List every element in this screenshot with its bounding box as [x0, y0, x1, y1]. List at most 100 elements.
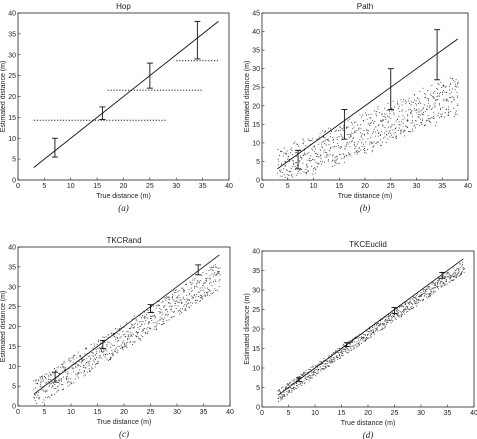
data-point — [336, 355, 338, 357]
data-point — [201, 297, 202, 298]
data-point — [361, 141, 363, 143]
data-point — [420, 295, 422, 297]
data-point — [445, 85, 447, 87]
data-point — [81, 359, 83, 361]
data-point — [427, 98, 429, 100]
data-point — [69, 381, 71, 383]
data-point — [355, 344, 357, 346]
data-point — [151, 310, 153, 312]
data-point — [148, 89, 150, 91]
data-point — [89, 371, 91, 373]
data-point — [439, 282, 441, 284]
data-point — [106, 354, 108, 356]
data-point — [317, 364, 319, 366]
data-point — [159, 305, 160, 306]
data-point — [284, 395, 286, 397]
data-point — [408, 303, 410, 305]
data-point — [338, 354, 340, 355]
data-point — [68, 359, 70, 361]
data-point — [400, 121, 402, 123]
data-point — [437, 88, 439, 90]
data-point — [103, 119, 105, 121]
data-point — [354, 130, 356, 132]
data-point — [391, 110, 393, 112]
data-point — [289, 382, 291, 384]
data-point — [171, 89, 173, 91]
data-point — [420, 295, 421, 297]
data-point — [65, 379, 67, 381]
data-point — [353, 346, 354, 348]
data-point — [309, 160, 311, 162]
data-point — [358, 339, 360, 341]
data-point — [46, 397, 48, 399]
data-point — [162, 319, 164, 321]
data-point — [139, 315, 141, 317]
data-point — [343, 344, 345, 346]
data-point — [391, 318, 393, 320]
data-point — [198, 291, 200, 293]
data-point — [415, 120, 417, 122]
data-point — [308, 379, 310, 381]
data-point — [95, 363, 97, 365]
data-point — [393, 112, 395, 114]
data-point — [440, 115, 442, 117]
data-point — [389, 112, 391, 114]
data-point — [320, 161, 321, 163]
data-point — [33, 397, 35, 399]
data-point — [419, 91, 421, 92]
data-point — [340, 158, 342, 160]
data-point — [428, 100, 429, 102]
data-point — [433, 117, 435, 119]
data-point — [410, 131, 412, 133]
data-point — [147, 323, 149, 325]
data-point — [278, 390, 280, 392]
data-point — [302, 372, 304, 374]
y-tick-label: 40 — [252, 249, 260, 256]
data-point — [383, 322, 385, 324]
data-point — [360, 136, 362, 138]
data-point — [444, 275, 446, 277]
data-point — [218, 280, 220, 282]
data-point — [408, 103, 410, 104]
data-point — [146, 328, 148, 330]
data-point — [354, 347, 356, 349]
data-point — [205, 59, 207, 62]
data-point — [303, 171, 305, 173]
data-point — [416, 295, 417, 297]
data-point — [451, 101, 453, 103]
data-point — [206, 295, 208, 297]
data-point — [424, 125, 425, 126]
data-point — [391, 317, 393, 319]
y-tick-label: 10 — [252, 366, 260, 373]
data-point — [142, 336, 144, 337]
data-point — [404, 302, 406, 304]
data-point — [206, 293, 208, 295]
data-point — [218, 271, 220, 273]
data-point — [174, 302, 176, 304]
data-point — [212, 266, 214, 268]
data-point — [54, 379, 55, 381]
data-point — [352, 132, 354, 134]
data-point — [338, 347, 340, 349]
data-point — [460, 272, 462, 274]
data-point — [357, 152, 359, 154]
data-point — [168, 297, 170, 298]
data-point — [328, 144, 330, 146]
x-axis-label: True distance (m) — [97, 419, 152, 426]
data-point — [359, 343, 360, 345]
data-point — [126, 331, 128, 333]
data-point — [291, 150, 293, 151]
x-tick-label: 5 — [42, 183, 46, 190]
data-point — [376, 323, 378, 325]
data-point — [315, 168, 317, 170]
data-point — [346, 347, 348, 349]
data-point — [77, 351, 79, 353]
data-point — [201, 287, 203, 289]
data-point — [397, 103, 399, 105]
data-point — [204, 287, 206, 289]
data-point — [333, 359, 335, 361]
x-tick-label: 15 — [93, 183, 101, 190]
data-point — [164, 297, 166, 298]
data-point — [449, 77, 451, 79]
data-point — [388, 131, 390, 133]
